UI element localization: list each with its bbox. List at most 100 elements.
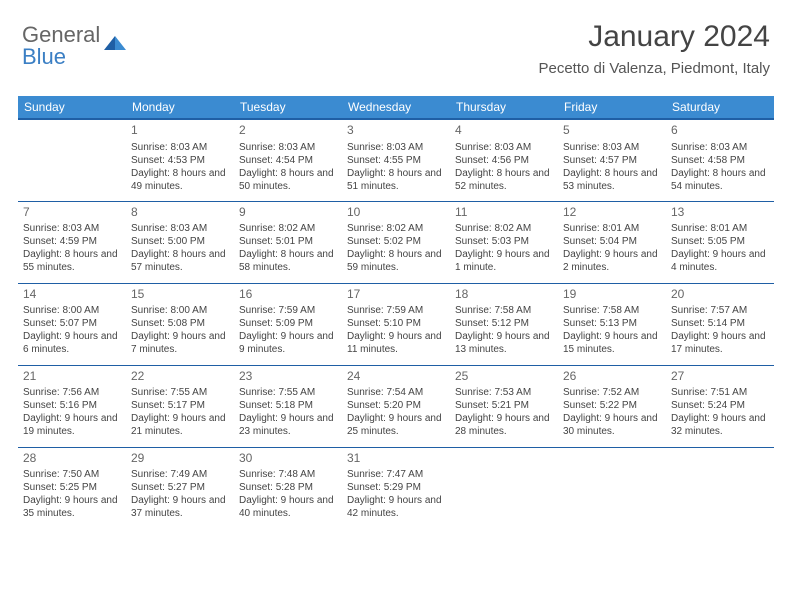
logo: GeneralBlue bbox=[22, 22, 126, 70]
sunrise-line: Sunrise: 8:03 AM bbox=[455, 141, 553, 154]
calendar-day-cell: 1 Sunrise: 8:03 AMSunset: 4:53 PMDaylight… bbox=[126, 119, 234, 201]
sunset-line: Sunset: 4:58 PM bbox=[671, 154, 769, 167]
sunrise-line: Sunrise: 8:03 AM bbox=[671, 141, 769, 154]
day-number: 5 bbox=[563, 123, 661, 139]
sunset-line: Sunset: 5:18 PM bbox=[239, 399, 337, 412]
daylight-line: Daylight: 8 hours and 52 minutes. bbox=[455, 167, 553, 193]
calendar-day-cell: 24Sunrise: 7:54 AMSunset: 5:20 PMDayligh… bbox=[342, 365, 450, 447]
calendar-day-cell bbox=[558, 447, 666, 529]
weekday-header: Saturday bbox=[666, 96, 774, 119]
calendar-day-cell: 4Sunrise: 8:03 AMSunset: 4:56 PMDaylight… bbox=[450, 119, 558, 201]
sunset-line: Sunset: 5:05 PM bbox=[671, 235, 769, 248]
sunrise-line: Sunrise: 7:47 AM bbox=[347, 468, 445, 481]
weekday-header: Monday bbox=[126, 96, 234, 119]
sunrise-line: Sunrise: 8:00 AM bbox=[23, 304, 121, 317]
sunset-line: Sunset: 4:53 PM bbox=[131, 154, 229, 167]
sunset-line: Sunset: 5:12 PM bbox=[455, 317, 553, 330]
day-number: 23 bbox=[239, 369, 337, 385]
sunrise-line: Sunrise: 8:03 AM bbox=[131, 222, 229, 235]
sunrise-line: Sunrise: 8:03 AM bbox=[239, 141, 337, 154]
daylight-line: Daylight: 8 hours and 57 minutes. bbox=[131, 248, 229, 274]
calendar-day-cell: 22Sunrise: 7:55 AMSunset: 5:17 PMDayligh… bbox=[126, 365, 234, 447]
day-number: 2 bbox=[239, 123, 337, 139]
sunset-line: Sunset: 5:21 PM bbox=[455, 399, 553, 412]
sunrise-line: Sunrise: 8:03 AM bbox=[131, 141, 229, 154]
calendar-day-cell bbox=[666, 447, 774, 529]
sunset-line: Sunset: 5:22 PM bbox=[563, 399, 661, 412]
sunset-line: Sunset: 5:09 PM bbox=[239, 317, 337, 330]
day-number: 11 bbox=[455, 205, 553, 221]
daylight-line: Daylight: 9 hours and 9 minutes. bbox=[239, 330, 337, 356]
calendar-day-cell: 28Sunrise: 7:50 AMSunset: 5:25 PMDayligh… bbox=[18, 447, 126, 529]
calendar-day-cell: 30Sunrise: 7:48 AMSunset: 5:28 PMDayligh… bbox=[234, 447, 342, 529]
sunrise-line: Sunrise: 8:03 AM bbox=[347, 141, 445, 154]
sunrise-line: Sunrise: 7:55 AM bbox=[239, 386, 337, 399]
daylight-line: Daylight: 9 hours and 37 minutes. bbox=[131, 494, 229, 520]
sunrise-line: Sunrise: 7:54 AM bbox=[347, 386, 445, 399]
sunrise-line: Sunrise: 8:02 AM bbox=[347, 222, 445, 235]
calendar-day-cell: 2Sunrise: 8:03 AMSunset: 4:54 PMDaylight… bbox=[234, 119, 342, 201]
calendar-day-cell bbox=[18, 119, 126, 201]
daylight-line: Daylight: 8 hours and 49 minutes. bbox=[131, 167, 229, 193]
day-number: 30 bbox=[239, 451, 337, 467]
calendar-header-row: SundayMondayTuesdayWednesdayThursdayFrid… bbox=[18, 96, 774, 119]
daylight-line: Daylight: 8 hours and 54 minutes. bbox=[671, 167, 769, 193]
calendar-day-cell: 25Sunrise: 7:53 AMSunset: 5:21 PMDayligh… bbox=[450, 365, 558, 447]
daylight-line: Daylight: 9 hours and 35 minutes. bbox=[23, 494, 121, 520]
calendar-day-cell: 6 Sunrise: 8:03 AMSunset: 4:58 PMDaylight… bbox=[666, 119, 774, 201]
calendar-day-cell: 31Sunrise: 7:47 AMSunset: 5:29 PMDayligh… bbox=[342, 447, 450, 529]
sunset-line: Sunset: 5:28 PM bbox=[239, 481, 337, 494]
daylight-line: Daylight: 9 hours and 25 minutes. bbox=[347, 412, 445, 438]
calendar-day-cell: 14Sunrise: 8:00 AMSunset: 5:07 PMDayligh… bbox=[18, 283, 126, 365]
calendar-day-cell: 12Sunrise: 8:01 AMSunset: 5:04 PMDayligh… bbox=[558, 201, 666, 283]
daylight-line: Daylight: 8 hours and 51 minutes. bbox=[347, 167, 445, 193]
sunrise-line: Sunrise: 7:49 AM bbox=[131, 468, 229, 481]
day-number: 14 bbox=[23, 287, 121, 303]
sunset-line: Sunset: 5:10 PM bbox=[347, 317, 445, 330]
sunset-line: Sunset: 5:16 PM bbox=[23, 399, 121, 412]
sunrise-line: Sunrise: 8:01 AM bbox=[563, 222, 661, 235]
calendar-day-cell: 3 Sunrise: 8:03 AMSunset: 4:55 PMDaylight… bbox=[342, 119, 450, 201]
sunset-line: Sunset: 4:55 PM bbox=[347, 154, 445, 167]
calendar-table: SundayMondayTuesdayWednesdayThursdayFrid… bbox=[18, 96, 774, 529]
sunrise-line: Sunrise: 7:58 AM bbox=[455, 304, 553, 317]
sunset-line: Sunset: 5:02 PM bbox=[347, 235, 445, 248]
day-number: 3 bbox=[347, 123, 445, 139]
daylight-line: Daylight: 9 hours and 32 minutes. bbox=[671, 412, 769, 438]
daylight-line: Daylight: 8 hours and 58 minutes. bbox=[239, 248, 337, 274]
calendar-day-cell: 8Sunrise: 8:03 AMSunset: 5:00 PMDaylight… bbox=[126, 201, 234, 283]
sunset-line: Sunset: 5:24 PM bbox=[671, 399, 769, 412]
weekday-header: Friday bbox=[558, 96, 666, 119]
weekday-header: Wednesday bbox=[342, 96, 450, 119]
day-number: 28 bbox=[23, 451, 121, 467]
day-number: 24 bbox=[347, 369, 445, 385]
day-number: 25 bbox=[455, 369, 553, 385]
sunrise-line: Sunrise: 8:02 AM bbox=[239, 222, 337, 235]
calendar-day-cell: 10Sunrise: 8:02 AMSunset: 5:02 PMDayligh… bbox=[342, 201, 450, 283]
calendar-day-cell: 13Sunrise: 8:01 AMSunset: 5:05 PMDayligh… bbox=[666, 201, 774, 283]
day-number: 1 bbox=[131, 123, 229, 139]
sunrise-line: Sunrise: 7:50 AM bbox=[23, 468, 121, 481]
weekday-header: Thursday bbox=[450, 96, 558, 119]
sunset-line: Sunset: 5:07 PM bbox=[23, 317, 121, 330]
sunrise-line: Sunrise: 7:53 AM bbox=[455, 386, 553, 399]
location-subtitle: Pecetto di Valenza, Piedmont, Italy bbox=[538, 60, 770, 77]
page-title: January 2024 bbox=[538, 20, 770, 54]
day-number: 19 bbox=[563, 287, 661, 303]
sunset-line: Sunset: 5:01 PM bbox=[239, 235, 337, 248]
calendar-day-cell: 19Sunrise: 7:58 AMSunset: 5:13 PMDayligh… bbox=[558, 283, 666, 365]
daylight-line: Daylight: 9 hours and 6 minutes. bbox=[23, 330, 121, 356]
daylight-line: Daylight: 8 hours and 59 minutes. bbox=[347, 248, 445, 274]
day-number: 27 bbox=[671, 369, 769, 385]
sunset-line: Sunset: 4:59 PM bbox=[23, 235, 121, 248]
sunset-line: Sunset: 4:54 PM bbox=[239, 154, 337, 167]
sunrise-line: Sunrise: 7:55 AM bbox=[131, 386, 229, 399]
day-number: 17 bbox=[347, 287, 445, 303]
sunrise-line: Sunrise: 8:02 AM bbox=[455, 222, 553, 235]
sunset-line: Sunset: 5:20 PM bbox=[347, 399, 445, 412]
sunrise-line: Sunrise: 7:58 AM bbox=[563, 304, 661, 317]
sunset-line: Sunset: 5:13 PM bbox=[563, 317, 661, 330]
daylight-line: Daylight: 9 hours and 23 minutes. bbox=[239, 412, 337, 438]
day-number: 6 bbox=[671, 123, 769, 139]
calendar-day-cell: 16Sunrise: 7:59 AMSunset: 5:09 PMDayligh… bbox=[234, 283, 342, 365]
